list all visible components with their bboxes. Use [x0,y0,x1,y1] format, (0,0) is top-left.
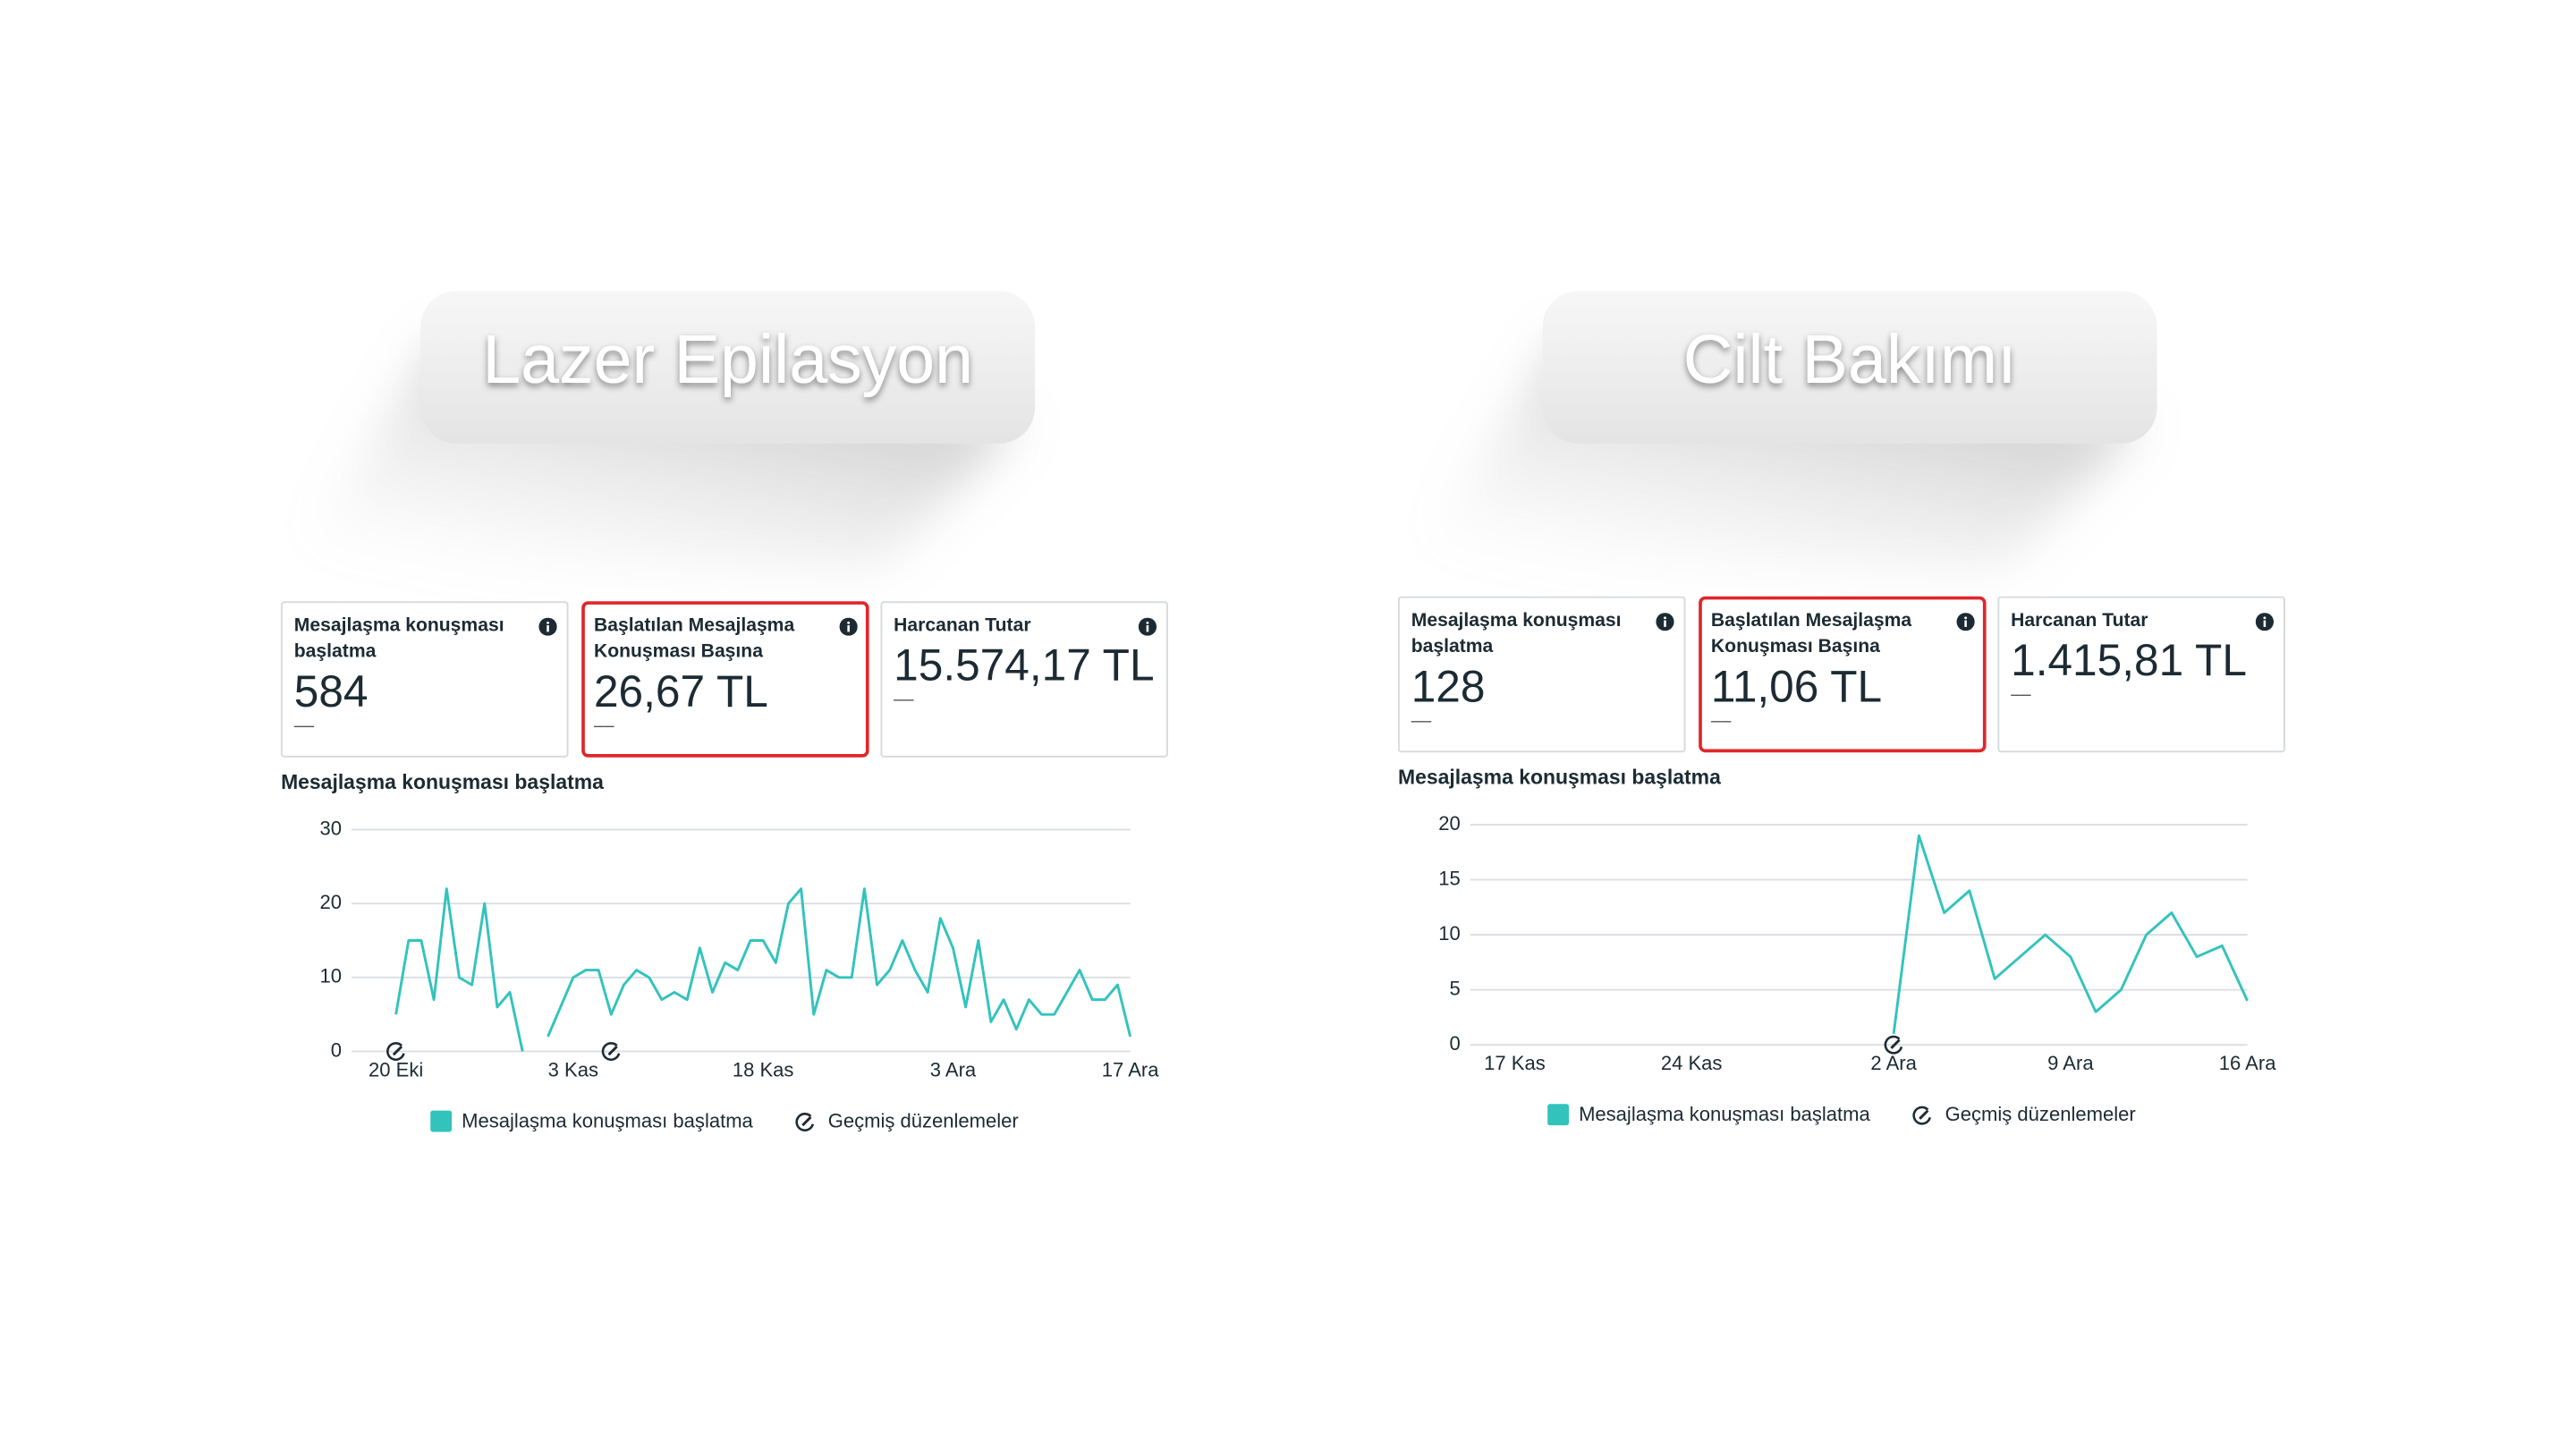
metric-value: 584 [293,666,369,716]
legend-label: Geçmiş düzenlemeler [828,1109,1019,1131]
info-icon [2255,613,2274,631]
metric-value: 1.415,81 TL [2011,635,2247,685]
metric-change: –– [293,716,315,736]
edit-marker [1884,1035,1903,1055]
metric-label: Başlatılan Mesajlaşma Konuşması Başına [1710,611,1912,657]
y-tick-label: 0 [331,1038,342,1061]
info-icon [1656,613,1674,631]
x-tick-label: 16 Ara [2219,1052,2276,1074]
data-line [394,887,1132,1052]
legend-edit-icon [1912,1106,1932,1125]
panel-heading: Lazer Epilasyon [482,321,973,398]
metric-value: 11,06 TL [1710,662,1883,712]
edit-icon-pen [801,1115,812,1127]
edit-icon-pen [1919,1109,1929,1120]
chart-title: Mesajlaşma konuşması başlatma [1398,766,1721,789]
metric-change: –– [894,690,914,710]
heading-pill [420,291,1036,444]
edit-icon-pen [392,1045,403,1056]
info-icon [1955,613,1974,631]
panel-heading: Cilt Bakımı [1683,321,2017,398]
y-tick-label: 0 [1450,1032,1461,1055]
y-tick-label: 30 [320,817,343,839]
info-icon [1138,617,1157,636]
metric-value: 26,67 TL [593,666,768,716]
metric-change: –– [593,716,614,736]
x-tick-label: 3 Ara [930,1058,977,1080]
metric-label: Harcanan Tutar [2011,611,2148,631]
metric-value: 15.574,17 TL [894,640,1155,691]
edit-icon-ring [1912,1106,1932,1125]
metric-change: –– [2011,684,2031,705]
legend-swatch [430,1110,453,1132]
x-tick-label: 18 Kas [733,1058,794,1080]
metric-card: Harcanan Tutar 1.415,81 TL –– [1997,596,2285,753]
y-tick-label: 10 [1438,922,1461,945]
legend-label: Mesajlaşma konuşması başlatma [1579,1103,1870,1125]
chart-title: Mesajlaşma konuşması başlatma [281,770,604,793]
edit-marker [386,1042,405,1061]
edit-marker [601,1042,621,1061]
x-tick-label: 24 Kas [1661,1052,1723,1074]
legend-swatch [1547,1104,1570,1126]
metric-card: Harcanan Tutar 15.574,17 TL –– [880,601,1168,758]
y-tick-label: 10 [320,965,343,987]
metric-value: 128 [1411,662,1486,712]
y-tick-label: 15 [1438,867,1461,889]
edit-icon-pen [1890,1038,1901,1049]
metric-card: Mesajlaşma konuşması başlatma 584 –– [281,601,569,758]
heading-pill [1542,291,2157,444]
metric-change: –– [1710,711,1732,732]
x-tick-label: 17 Ara [1102,1058,1159,1080]
edit-icon-pen [607,1045,618,1056]
metric-label: Mesajlaşma konuşması başlatma [293,615,504,663]
legend-edit-icon [795,1113,815,1131]
legend-label: Geçmiş düzenlemeler [1945,1103,2136,1125]
y-tick-label: 20 [320,891,343,913]
metric-change: –– [1411,711,1432,732]
edit-icon-ring [386,1042,405,1061]
metric-label: Harcanan Tutar [894,615,1031,636]
edit-icon-ring [795,1113,815,1131]
y-tick-label: 20 [1438,812,1461,835]
info-icon [838,617,857,636]
metric-label: Mesajlaşma konuşması başlatma [1411,611,1622,657]
metric-label: Başlatılan Mesajlaşma Konuşması Başına [593,615,795,663]
legend-label: Mesajlaşma konuşması başlatma [462,1109,753,1131]
edit-icon-ring [1884,1035,1903,1055]
metric-card: Başlatılan Mesajlaşma Konuşması Başına 26… [580,601,869,758]
x-tick-label: 9 Ara [2047,1052,2094,1074]
edit-icon-ring [601,1042,621,1061]
x-tick-label: 3 Kas [548,1058,598,1080]
info-icon [538,617,557,636]
x-tick-label: 20 Eki [369,1058,423,1080]
x-tick-label: 2 Ara [1870,1052,1917,1074]
x-tick-label: 17 Kas [1484,1052,1546,1074]
data-line [1892,834,2249,1035]
metric-card: Mesajlaşma konuşması başlatma 128 –– [1398,596,1686,753]
metric-card: Başlatılan Mesajlaşma Konuşması Başına 11… [1698,596,1986,753]
y-tick-label: 5 [1450,977,1461,999]
